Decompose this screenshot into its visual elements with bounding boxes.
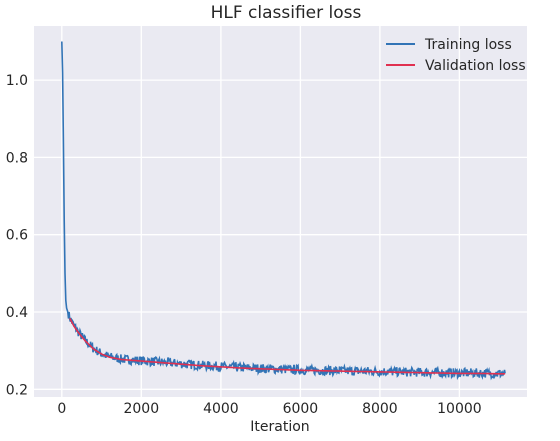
y-tick-label: 0.4 — [6, 305, 28, 321]
x-tick-label: 10000 — [437, 401, 482, 417]
y-tick-label: 0.2 — [6, 382, 28, 398]
x-tick-label: 2000 — [123, 401, 159, 417]
x-axis-title: Iteration — [250, 419, 309, 435]
y-tick-label: 1.0 — [6, 73, 28, 89]
y-tick-label: 0.8 — [6, 150, 28, 166]
legend-label-validation: Validation loss — [425, 58, 526, 74]
x-tick-label: 4000 — [203, 401, 239, 417]
legend-label-training: Training loss — [424, 37, 512, 53]
x-tick-label: 6000 — [283, 401, 319, 417]
tick-labels: 0 2000 4000 6000 8000 10000 0.2 0.4 0.6 0.8 1.0 — [6, 73, 482, 417]
x-tick-label: 0 — [57, 401, 66, 417]
series-lines — [61, 41, 506, 381]
x-tick-label: 8000 — [362, 401, 398, 417]
series-validation-loss — [69, 317, 506, 375]
series-training-loss — [61, 41, 506, 381]
grid-lines — [34, 26, 527, 397]
chart-title: HLF classifier loss — [211, 3, 362, 23]
y-tick-label: 0.6 — [6, 228, 28, 244]
plot-area — [34, 26, 527, 397]
legend: Training loss Validation loss — [386, 37, 526, 74]
